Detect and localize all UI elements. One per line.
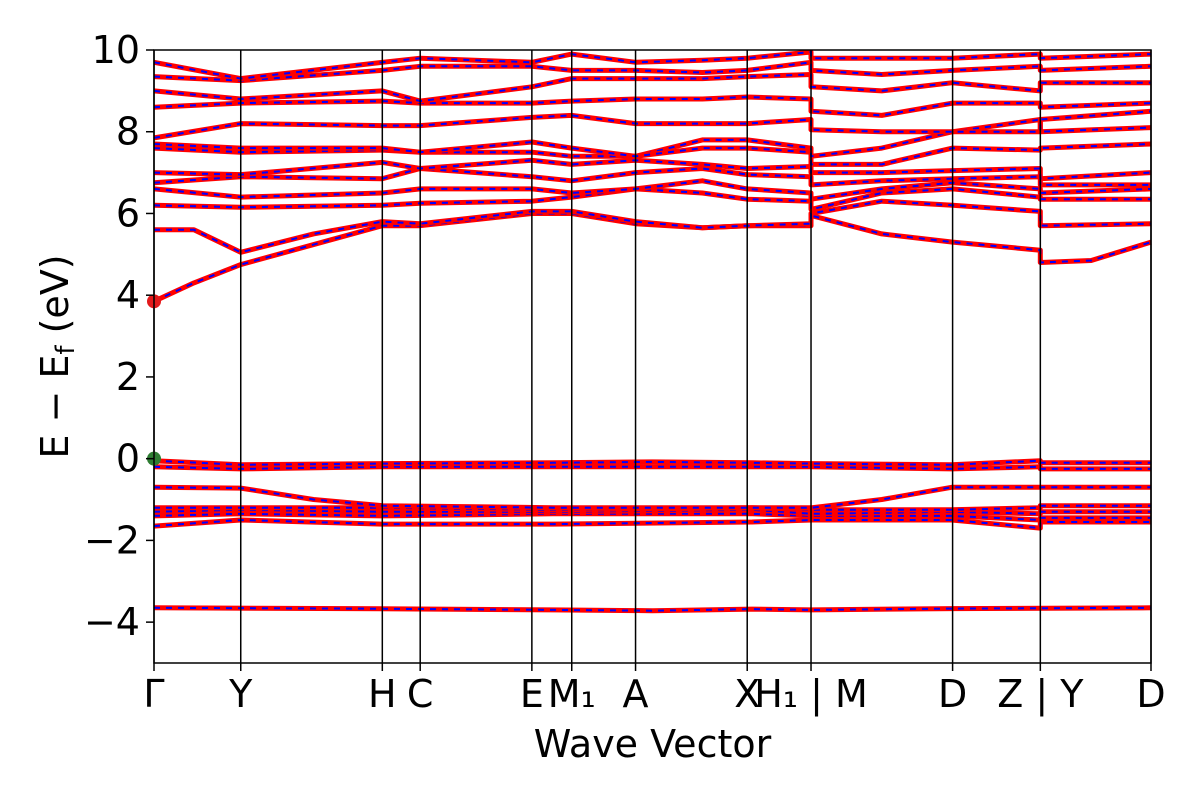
- x-tick-label-11: D: [1136, 672, 1165, 716]
- x-tick-label-3: C: [407, 672, 434, 716]
- band-line-20-overlay: [153, 50, 1152, 80]
- y-tick-label-6: 8: [116, 110, 140, 154]
- y-axis-title-unit: (eV): [33, 254, 77, 345]
- band-line-16-overlay: [153, 110, 1152, 139]
- y-ticks-group: −4 −2 0 2 4 6 8 10: [84, 28, 154, 644]
- x-ticks-group: Γ Y H C E M₁ A XH₁ | M D Z | Y D: [143, 663, 1166, 717]
- band-lines-group: [152, 49, 1152, 614]
- y-axis-title-main: E − E: [33, 355, 77, 459]
- x-tick-label-7: X: [734, 672, 760, 716]
- x-tick-label-8: H₁ | M: [754, 672, 868, 717]
- band-line-8: [152, 211, 1152, 304]
- band-line-18: [153, 72, 1151, 104]
- x-tick-label-2: H: [368, 672, 397, 716]
- band-line-7-overlay: [153, 459, 1151, 466]
- y-tick-label-3: 2: [116, 355, 140, 399]
- x-tick-label-10: Z | Y: [997, 672, 1084, 717]
- y-tick-label-0: −4: [84, 600, 140, 644]
- band-line-19-overlay: [153, 61, 1152, 82]
- band-line-10-overlay: [153, 187, 1151, 211]
- x-tick-label-9: D: [938, 672, 967, 716]
- kpoint-lines-group: [153, 50, 1152, 663]
- band-line-9: [154, 198, 1152, 255]
- band-line-11-overlay: [153, 179, 1152, 201]
- y-tick-label-1: −2: [84, 518, 140, 562]
- y-axis-title: E − Ef (eV): [33, 254, 81, 458]
- x-tick-label-4: E: [520, 672, 544, 716]
- band-line-13: [153, 157, 1152, 182]
- band-line-6-overlay: [153, 465, 1151, 470]
- band-line-5-overlay: [153, 486, 1151, 509]
- band-line-17: [153, 94, 1152, 118]
- x-tick-label-0: Γ: [143, 672, 164, 716]
- band-line-2-overlay: [153, 512, 1151, 522]
- plot-frame: [153, 49, 1152, 664]
- y-tick-label-4: 4: [116, 273, 140, 317]
- band-line-0-overlay: [153, 606, 1152, 612]
- x-tick-label-1: Y: [228, 672, 253, 716]
- band-line-15: [153, 117, 1152, 159]
- band-line-5: [153, 484, 1151, 511]
- band-line-17-overlay: [153, 95, 1152, 117]
- y-tick-label-2: 0: [116, 437, 140, 481]
- x-tick-label-5: M₁: [548, 672, 596, 716]
- band-line-12-overlay: [153, 167, 1151, 186]
- y-tick-label-5: 6: [116, 191, 140, 235]
- y-tick-label-7: 10: [92, 28, 140, 72]
- y-axis-title-sub: f: [51, 345, 81, 355]
- x-axis-title: Wave Vector: [534, 722, 772, 766]
- x-tick-label-6: A: [623, 672, 649, 716]
